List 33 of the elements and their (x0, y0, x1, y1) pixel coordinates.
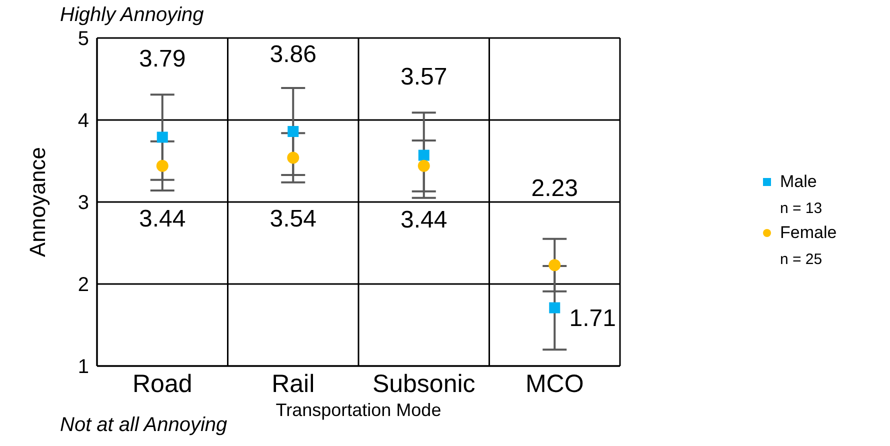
point (287, 152, 300, 164)
point (418, 160, 430, 172)
legend-label: Male (780, 172, 817, 192)
x-tick-label: Road (132, 370, 192, 398)
y-tick-label: 3 (78, 192, 89, 214)
y-tick-label: 4 (78, 110, 89, 132)
y-tick-label: 5 (78, 28, 89, 50)
point (156, 160, 168, 172)
data-label: 3.44 (139, 206, 186, 233)
point (156, 132, 168, 143)
x-tick-label: MCO (525, 370, 584, 398)
point (548, 259, 561, 272)
data-label: 3.44 (400, 206, 448, 234)
point (418, 150, 430, 161)
data-label: 2.23 (531, 174, 578, 202)
text: Highly Annoying (60, 4, 204, 27)
text: Not at all Annoying (60, 414, 228, 437)
point (549, 302, 560, 314)
data-label: 3.86 (270, 41, 316, 68)
data-label: 3.79 (139, 46, 186, 73)
x-tick-label: Subsonic (372, 370, 476, 398)
x-tick-label: Rail (272, 370, 315, 398)
y-tick-label: 1 (78, 356, 89, 378)
y-tick-label: 2 (78, 274, 89, 296)
text: n = 25 (780, 251, 824, 268)
data-label: 1.71 (569, 304, 616, 332)
y-axis-title: Annoyance (24, 146, 50, 258)
text: n = 13 (780, 200, 824, 217)
legend-label: Female (780, 223, 837, 243)
data-label: 3.57 (400, 64, 448, 91)
point (288, 126, 299, 137)
data-label: 3.54 (270, 205, 316, 232)
x-axis-title: Transportation Mode (276, 400, 442, 420)
